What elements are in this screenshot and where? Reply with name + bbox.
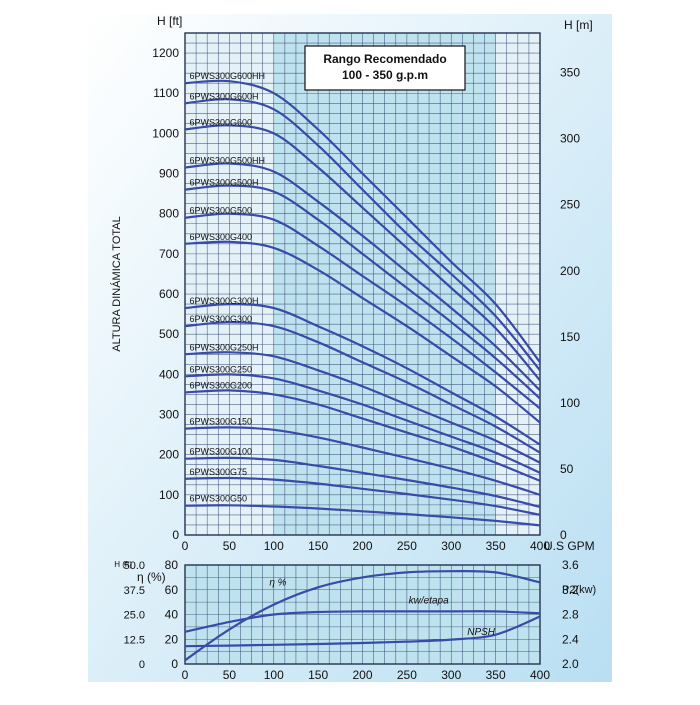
y-tick-label-ft: 600 — [159, 287, 179, 301]
x-tick-label: 250 — [397, 539, 417, 553]
curve-label: 6PWS300G250H — [189, 342, 258, 352]
y-tick-label-ft: 700 — [159, 247, 179, 261]
sub-x-tick-label: 0 — [182, 668, 189, 682]
x-tick-label: 200 — [352, 539, 372, 553]
y-tick-label-ft: 300 — [159, 408, 179, 422]
sub-x-tick-label: 50 — [223, 668, 237, 682]
y-axis-title: ALTURA DINÁMICA TOTAL — [110, 216, 123, 352]
curve-label: 6PWS300G75 — [189, 467, 247, 477]
y-tick-label-ft: 1100 — [153, 86, 179, 100]
hft-tick-label: 25.0 — [124, 610, 145, 622]
y-tick-label-ft: 1000 — [152, 126, 179, 140]
p2-tick-label: 3.6 — [562, 558, 579, 572]
curve-label: 6PWS300G150 — [189, 417, 252, 427]
y-tick-label-ft: 900 — [159, 167, 179, 181]
y-tick-label-m: 50 — [560, 462, 574, 476]
y-unit-right: H [m] — [564, 18, 593, 32]
sub-x-tick-label: 350 — [486, 668, 506, 682]
y-tick-label-ft: 800 — [159, 207, 179, 221]
x-tick-label: 50 — [223, 539, 237, 553]
y-tick-label-m: 150 — [560, 330, 580, 344]
sub-x-tick-label: 150 — [308, 668, 328, 682]
x-axis-label: U.S GPM — [544, 539, 595, 553]
sub-x-tick-label: 100 — [264, 668, 284, 682]
curve-label: 6PWS300G600HH — [189, 71, 265, 81]
x-tick-label: 150 — [308, 539, 328, 553]
x-tick-label: 300 — [441, 539, 461, 553]
p2-tick-label: 2.4 — [562, 632, 579, 646]
p2-axis-label: P2(kw) — [562, 584, 596, 596]
y-tick-label-m: 250 — [560, 198, 580, 212]
y-tick-label-ft: 400 — [159, 367, 179, 381]
eta-tick-label: 20 — [165, 632, 179, 646]
hft-tick-label: 12.5 — [124, 634, 145, 646]
y-tick-label-ft: 1200 — [152, 46, 179, 60]
curve-label: 6PWS300G400 — [189, 232, 252, 242]
eta-axis-label: η (%) — [137, 570, 166, 584]
performance-subchart: 0 50 100 150 200 250 300 350 400 0 20 40 60 80 0 12.5 25… — [114, 558, 596, 682]
y-tick-label-ft: 200 — [159, 448, 179, 462]
performance-series-label: kw/etapa — [409, 595, 449, 606]
hft-tick-label: 0 — [139, 659, 145, 671]
y-tick-label-m: 200 — [560, 264, 580, 278]
eta-tick-label: 60 — [165, 583, 179, 597]
y-tick-label-ft: 0 — [172, 528, 179, 542]
curve-label: 6PWS300G500HH — [189, 156, 265, 166]
curve-label: 6PWS300G300H — [189, 296, 258, 306]
sub-x-tick-label: 200 — [352, 668, 372, 682]
p2-tick-label: 2.0 — [562, 657, 579, 671]
x-tick-label: 350 — [486, 539, 506, 553]
p2-tick-label: 2.8 — [562, 608, 579, 622]
curve-label: 6PWS300G300 — [189, 314, 252, 324]
x-tick-label: 0 — [182, 539, 189, 553]
y-unit-left: H [ft] — [157, 14, 182, 28]
curve-label: 6PWS300G600 — [189, 117, 252, 127]
sub-x-tick-label: 400 — [530, 668, 550, 682]
curve-label: 6PWS300G200 — [189, 380, 252, 390]
y-tick-label-ft: 100 — [159, 488, 179, 502]
curve-label: 6PWS300G600H — [189, 91, 258, 101]
sub-x-tick-label: 250 — [397, 668, 417, 682]
eta-tick-label: 40 — [165, 608, 179, 622]
performance-series-label: NPSH — [467, 627, 496, 638]
recommended-range-title: Rango Recomendado — [323, 52, 446, 66]
y-tick-label-m: 300 — [560, 132, 580, 146]
recommended-range-subtitle: 100 - 350 g.p.m — [342, 68, 428, 82]
eta-tick-label: 0 — [171, 657, 178, 671]
x-tick-label: 100 — [264, 539, 284, 553]
performance-series-label: η % — [269, 577, 286, 588]
curve-label: 6PWS300G250 — [189, 364, 252, 374]
eta-tick-label: 80 — [165, 558, 179, 572]
y-tick-label-m: 350 — [560, 66, 580, 80]
hft-tick-label: 37.5 — [124, 585, 145, 597]
curve-label: 6PWS300G50 — [189, 494, 247, 504]
curve-label: 6PWS300G100 — [189, 447, 252, 457]
curve-label: 6PWS300G500 — [189, 206, 252, 216]
hft-axis-label: H (ft) — [114, 560, 132, 569]
sub-x-tick-label: 300 — [441, 668, 461, 682]
y-tick-label-ft: 500 — [159, 327, 179, 341]
curve-label: 6PWS300G500H — [189, 178, 258, 188]
y-tick-label-m: 100 — [560, 396, 580, 410]
